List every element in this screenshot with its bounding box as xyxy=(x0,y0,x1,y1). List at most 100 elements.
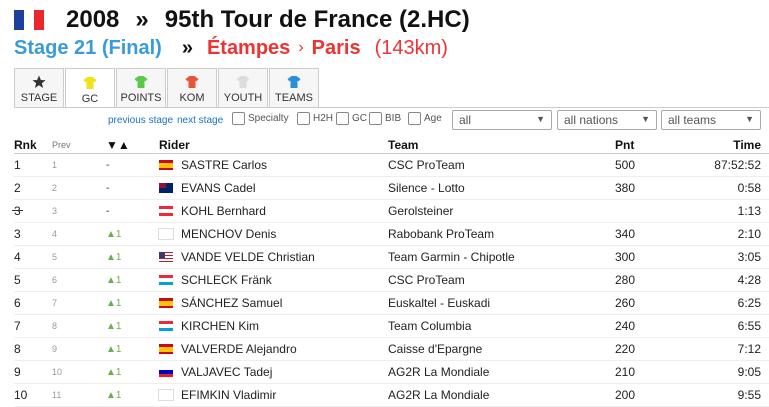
rank-cell: 3 xyxy=(14,222,52,246)
table-row[interactable]: 8 9 ▲1 VALVERDE Alejandro Caisse d'Epargne 22… xyxy=(14,337,769,361)
team-cell: Gerolsteiner xyxy=(388,199,615,223)
rider-cell: VALJAVEC Tadej xyxy=(159,360,388,384)
rank-value: 3 xyxy=(12,204,23,218)
column-prev[interactable]: Prev xyxy=(52,137,106,154)
next-stage-link[interactable]: next stage xyxy=(177,115,224,126)
rank-value: 5 xyxy=(14,273,21,287)
rank-change-cell: ▲1 xyxy=(106,314,159,338)
table-row[interactable]: 2 2- EVANS Cadel Silence - Lotto 380 0:58 xyxy=(14,176,769,200)
table-row[interactable]: 4 5 ▲1 VANDE VELDE Christian Team Garmin - C… xyxy=(14,245,769,269)
team-link[interactable]: AG2R La Mondiale xyxy=(388,388,490,402)
team-link[interactable]: AG2R La Mondiale xyxy=(388,365,490,379)
column-team[interactable]: Team xyxy=(388,137,615,154)
departure-city: Étampes xyxy=(206,36,291,59)
team-cell: AG2R La Mondiale xyxy=(388,360,615,384)
rank-change-cell: ▲1 xyxy=(106,268,159,292)
rider-link[interactable]: VALJAVEC Tadej xyxy=(181,365,273,379)
flag-si-icon xyxy=(159,367,173,377)
team-link[interactable]: Silence - Lotto xyxy=(388,181,465,195)
tab-kom[interactable]: KOM xyxy=(167,68,217,107)
nations-select[interactable]: all nations ▼ xyxy=(557,110,657,130)
checkbox-specialty[interactable]: Specialty xyxy=(232,112,289,125)
rank-cell: 1 xyxy=(14,153,52,177)
rider-link[interactable]: KOHL Bernhard xyxy=(181,204,266,218)
team-link[interactable]: Caisse d'Epargne xyxy=(388,342,483,356)
prev-rank-cell: 5 xyxy=(52,245,106,269)
checkbox-box[interactable] xyxy=(336,112,349,125)
team-link[interactable]: Rabobank ProTeam xyxy=(388,227,495,241)
nations-select-value: all nations xyxy=(564,113,619,127)
tab-gc[interactable]: GC xyxy=(65,68,115,108)
table-row[interactable]: 1 1- SASTRE Carlos CSC ProTeam 500 87:52:52 xyxy=(14,153,769,177)
table-row[interactable]: 9 10 ▲1 VALJAVEC Tadej AG2R La Mondiale 210 9:… xyxy=(14,360,769,384)
column-points[interactable]: Pnt xyxy=(615,137,687,154)
team-link[interactable]: CSC ProTeam xyxy=(388,158,465,172)
checkbox-box[interactable] xyxy=(369,112,382,125)
category-select[interactable]: all ▼ xyxy=(452,110,552,130)
table-row[interactable]: 5 6 ▲1 SCHLECK Fränk CSC ProTeam 280 4:28 xyxy=(14,268,769,292)
table-row[interactable]: 6 7 ▲1 SÁNCHEZ Samuel Euskaltel - Euskadi 260… xyxy=(14,291,769,315)
team-link[interactable]: Gerolsteiner xyxy=(388,204,454,218)
rider-link[interactable]: VANDE VELDE Christian xyxy=(181,250,315,264)
race-title[interactable]: 95th Tour de France (2.HC) xyxy=(164,6,470,33)
rider-link[interactable]: SASTRE Carlos xyxy=(181,158,268,172)
tab-stage[interactable]: STAGE xyxy=(14,68,64,107)
rank-cell: 6 xyxy=(14,291,52,315)
tab-points[interactable]: POINTS xyxy=(116,68,166,107)
table-row[interactable]: 3 3- KOHL Bernhard Gerolsteiner 1:13 xyxy=(12,199,769,223)
result-tabs: STAGE GC POINTS KOM YOUTH TEAMS xyxy=(14,68,320,108)
flag-at-icon xyxy=(159,206,173,216)
rank-change-cell: ▲1 xyxy=(106,360,159,384)
checkbox-gc[interactable]: GC xyxy=(336,112,367,125)
team-cell: Rabobank ProTeam xyxy=(388,222,615,246)
checkbox-h2h[interactable]: H2H xyxy=(297,112,333,125)
rank-value: 4 xyxy=(14,250,21,264)
rider-link[interactable]: EFIMKIN Vladimir xyxy=(181,388,277,402)
prev-rank-cell: 7 xyxy=(52,291,106,315)
column-rider[interactable]: Rider xyxy=(159,137,388,154)
rider-cell: EFIMKIN Vladimir xyxy=(158,383,388,407)
time-cell: 9:55 xyxy=(687,383,769,407)
team-link[interactable]: Team Columbia xyxy=(388,319,472,333)
time-cell: 2:10 xyxy=(687,222,769,246)
rider-link[interactable]: KIRCHEN Kim xyxy=(181,319,260,333)
flag-es-icon xyxy=(159,160,173,170)
checkbox-box[interactable] xyxy=(297,112,310,125)
team-link[interactable]: Team Garmin - Chipotle xyxy=(388,250,515,264)
rider-link[interactable]: EVANS Cadel xyxy=(181,181,256,195)
team-cell: Silence - Lotto xyxy=(388,176,615,200)
rank-value: 8 xyxy=(14,342,21,356)
tab-teams[interactable]: TEAMS xyxy=(269,68,319,107)
points-cell: 300 xyxy=(615,245,687,269)
race-year[interactable]: 2008 xyxy=(66,6,120,33)
rider-link[interactable]: SÁNCHEZ Samuel xyxy=(181,296,283,310)
table-row[interactable]: 3 4 ▲1 MENCHOV Denis Rabobank ProTeam 340 2:10 xyxy=(14,222,769,246)
column-time[interactable]: Time xyxy=(687,137,769,154)
column-diff[interactable]: ▼▲ xyxy=(106,137,159,154)
team-link[interactable]: CSC ProTeam xyxy=(388,273,465,287)
rider-link[interactable]: SCHLECK Fränk xyxy=(181,273,272,287)
points-cell: 260 xyxy=(615,291,687,315)
jersey-icon xyxy=(236,76,250,88)
previous-stage-link[interactable]: previous stage xyxy=(108,115,174,126)
tab-youth[interactable]: YOUTH xyxy=(218,68,268,107)
team-link[interactable]: Euskaltel - Euskadi xyxy=(388,296,491,310)
race-header: 2008 » 95th Tour de France (2.HC) xyxy=(14,5,470,35)
teams-select[interactable]: all teams ▼ xyxy=(661,110,761,130)
column-rank[interactable]: Rnk xyxy=(14,137,52,154)
rider-cell: SASTRE Carlos xyxy=(159,153,388,177)
checkbox-bib[interactable]: BIB xyxy=(369,112,401,125)
rider-link[interactable]: VALVERDE Alejandro xyxy=(181,342,297,356)
team-cell: Team Garmin - Chipotle xyxy=(388,245,615,269)
checkbox-box[interactable] xyxy=(408,112,421,125)
rank-cell: 4 xyxy=(14,245,52,269)
checkbox-box[interactable] xyxy=(232,112,245,125)
table-row[interactable]: 7 8 ▲1 KIRCHEN Kim Team Columbia 240 6:55 xyxy=(14,314,769,338)
points-cell: 500 xyxy=(615,153,687,177)
checkbox-label: Specialty xyxy=(248,113,289,124)
time-cell: 6:25 xyxy=(687,291,769,315)
rank-cell: 5 xyxy=(14,268,52,292)
table-row[interactable]: 10 11 ▲1 EFIMKIN Vladimir AG2R La Mondiale 20… xyxy=(14,383,769,407)
checkbox-age[interactable]: Age xyxy=(408,112,442,125)
rider-link[interactable]: MENCHOV Denis xyxy=(181,227,277,241)
